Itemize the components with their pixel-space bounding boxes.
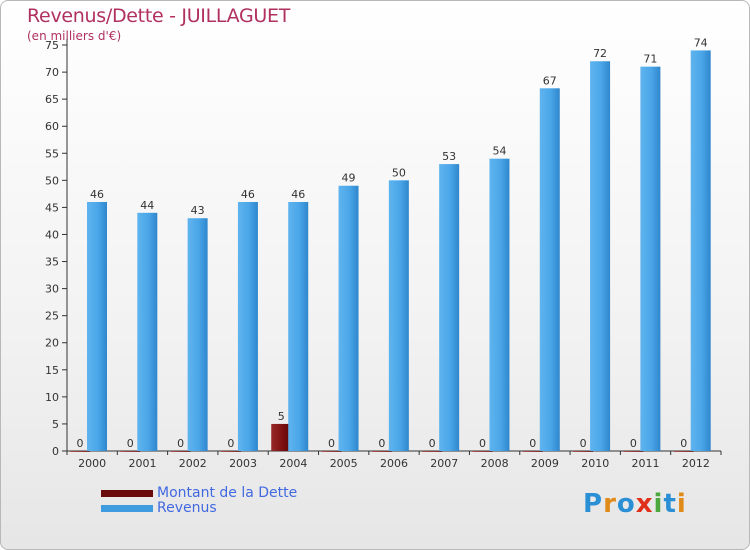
data-label-dette: 0 <box>429 437 436 450</box>
legend-label-revenus: Revenus <box>157 500 217 516</box>
x-tick-label: 2002 <box>179 457 207 470</box>
x-tick-label: 2007 <box>430 457 458 470</box>
data-label-revenus: 46 <box>90 188 104 201</box>
data-label-dette: 5 <box>278 410 285 423</box>
data-label-revenus: 44 <box>140 199 154 212</box>
legend-swatch-revenus <box>101 505 153 512</box>
chart-title: Revenus/Dette - JUILLAGUET <box>27 5 291 27</box>
y-tick-label: 60 <box>45 120 59 133</box>
data-label-dette: 0 <box>630 437 637 450</box>
x-tick-label: 2000 <box>78 457 106 470</box>
logo-letter: t <box>663 489 677 519</box>
bar-dette <box>271 423 292 451</box>
bar-revenus <box>338 185 359 451</box>
data-label-dette: 0 <box>580 437 587 450</box>
bar-revenus <box>87 201 107 451</box>
x-tick-label: 2004 <box>279 457 307 470</box>
bar-dette <box>70 451 90 452</box>
y-tick-label: 70 <box>45 66 59 79</box>
data-label-dette: 0 <box>127 437 134 450</box>
data-label-revenus: 74 <box>694 36 708 49</box>
chart-subtitle: (en milliers d'€) <box>27 29 122 43</box>
bar-dette <box>321 451 342 452</box>
y-tick-label: 75 <box>45 39 59 52</box>
proxiti-logo: Proxiti <box>583 489 687 519</box>
logo-letter: i <box>676 489 687 519</box>
y-tick-label: 50 <box>45 174 59 187</box>
bar-revenus <box>137 212 158 451</box>
logo-letter: o <box>616 489 636 519</box>
x-tick-label: 2001 <box>128 457 156 470</box>
y-tick-label: 15 <box>45 364 59 377</box>
bar-dette <box>573 451 594 452</box>
x-tick-label: 2012 <box>682 457 710 470</box>
bar-revenus <box>237 201 258 451</box>
x-tick-label: 2009 <box>531 457 559 470</box>
data-label-revenus: 50 <box>392 166 406 179</box>
bar-revenus <box>590 61 611 452</box>
data-label-dette: 0 <box>227 437 234 450</box>
data-label-revenus: 53 <box>442 150 456 163</box>
data-label-revenus: 72 <box>593 47 607 60</box>
x-tick-label: 2011 <box>632 457 660 470</box>
y-tick-label: 0 <box>52 445 59 458</box>
data-label-dette: 0 <box>529 437 536 450</box>
data-label-revenus: 54 <box>492 145 506 158</box>
data-label-dette: 0 <box>328 437 335 450</box>
data-label-dette: 0 <box>378 437 385 450</box>
bar-dette <box>220 451 241 452</box>
logo-letter: r <box>603 489 617 519</box>
x-tick-label: 2005 <box>330 457 358 470</box>
bar-revenus <box>388 180 409 452</box>
y-tick-label: 45 <box>45 201 59 214</box>
data-label-revenus: 46 <box>241 188 255 201</box>
y-tick-label: 40 <box>45 228 59 241</box>
bar-dette <box>371 451 392 452</box>
chart-bars <box>70 50 711 452</box>
logo-letter: P <box>583 489 604 519</box>
data-label-dette: 0 <box>77 437 84 450</box>
bar-dette <box>673 451 694 452</box>
legend-label-dette: Montant de la Dette <box>157 485 298 501</box>
bar-dette <box>623 451 644 452</box>
y-tick-label: 20 <box>45 337 59 350</box>
data-label-revenus: 49 <box>342 172 356 185</box>
y-tick-label: 25 <box>45 310 59 323</box>
data-label-dette: 0 <box>177 437 184 450</box>
bar-revenus <box>439 164 460 452</box>
logo-letter: i <box>653 489 664 519</box>
legend-swatch-dette <box>101 490 153 497</box>
bar-dette <box>472 451 493 452</box>
data-label-revenus: 46 <box>291 188 305 201</box>
x-tick-label: 2010 <box>581 457 609 470</box>
data-label-revenus: 43 <box>191 204 205 217</box>
bar-revenus <box>288 201 309 451</box>
bar-dette <box>120 451 141 452</box>
bar-revenus <box>187 218 208 451</box>
x-tick-label: 2006 <box>380 457 408 470</box>
x-tick-label: 2008 <box>481 457 509 470</box>
bar-dette <box>170 451 191 452</box>
y-tick-label: 30 <box>45 283 59 296</box>
chart-labels: 0 46 0 44 0 43 0 46 5 46 0 49 0 50 0 53 0 54 0 67 0 72 0 71 0 74 <box>77 36 708 450</box>
data-label-dette: 0 <box>680 437 687 450</box>
bar-revenus <box>640 66 661 452</box>
y-tick-label: 10 <box>45 391 59 404</box>
x-tick-label: 2003 <box>229 457 257 470</box>
bar-revenus <box>539 88 560 451</box>
y-tick-label: 55 <box>45 147 59 160</box>
y-tick-label: 35 <box>45 256 59 269</box>
logo-letter: x <box>635 489 654 519</box>
data-label-dette: 0 <box>479 437 486 450</box>
bar-revenus <box>489 158 510 451</box>
bar-dette <box>422 451 443 452</box>
data-label-revenus: 67 <box>543 74 557 87</box>
data-label-revenus: 71 <box>643 53 657 66</box>
y-tick-label: 65 <box>45 93 59 106</box>
bar-revenus <box>690 50 711 452</box>
bar-dette <box>522 451 543 452</box>
y-tick-label: 5 <box>52 418 59 431</box>
